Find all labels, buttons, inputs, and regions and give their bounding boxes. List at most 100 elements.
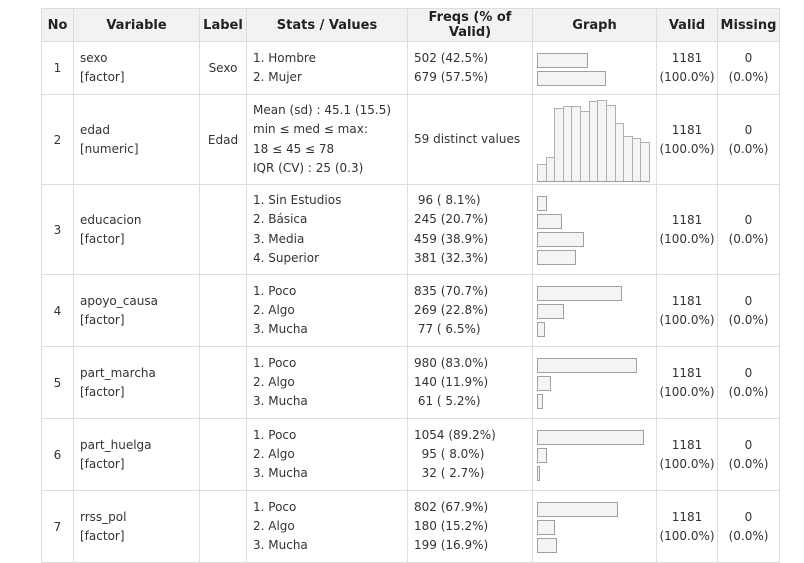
header-label: Label (199, 8, 247, 42)
stats-line: 1. Hombre (253, 50, 316, 65)
freq-bar (537, 196, 547, 211)
table-row: 1 sexo [factor] Sexo 1. Hombre 2. Mujer 502 (4… (41, 41, 780, 95)
freq-bar (537, 538, 557, 553)
variable-cell: sexo [factor] (73, 41, 200, 95)
freq-line: 95 ( 8.0%) (414, 446, 485, 461)
graph-cell (532, 41, 657, 95)
freq-line: 269 (22.8%) (414, 302, 489, 317)
stats-cell: 1. Poco 2. Algo 3. Mucha (246, 274, 408, 347)
freq-line: 180 (15.2%) (414, 518, 489, 533)
variable-name: educacion (80, 212, 142, 227)
freqs-cell: 96 ( 8.1%) 245 (20.7%) 459 (38.9%) 381 (32.… (407, 184, 533, 275)
stats-line: 3. Mucha (253, 394, 308, 409)
header-freqs: Freqs (% of Valid) (407, 8, 533, 42)
stats-line: 2. Algo (253, 374, 295, 389)
stats-line: 1. Poco (253, 283, 297, 298)
variable-cell: rrss_pol [factor] (73, 490, 200, 563)
freq-bar (537, 358, 637, 373)
label-cell (199, 418, 247, 491)
row-number: 6 (41, 418, 74, 491)
missing-count: 0 (744, 509, 753, 524)
valid-cell: 1181 (100.0%) (656, 41, 718, 95)
freq-bar (537, 304, 564, 319)
variable-type: [factor] (80, 312, 125, 327)
missing-percent: (0.0%) (728, 231, 769, 246)
stats-line: min ≤ med ≤ max: (253, 122, 368, 137)
bar-group (537, 196, 656, 265)
freq-bar (537, 376, 551, 391)
header-graph: Graph (532, 8, 657, 42)
freq-bar (537, 250, 576, 265)
header-valid: Valid (656, 8, 718, 42)
stats-line: 1. Sin Estudios (253, 193, 342, 208)
missing-cell: 0 (0.0%) (717, 94, 780, 185)
stats-line: 2. Algo (253, 446, 295, 461)
missing-count: 0 (744, 365, 753, 380)
valid-percent: (100.0%) (659, 141, 715, 156)
label-cell: Sexo (199, 41, 247, 95)
freqs-cell: 59 distinct values (407, 94, 533, 185)
bar-group (537, 286, 656, 337)
variable-type: [numeric] (80, 141, 139, 156)
table-row: 4 apoyo_causa [factor] 1. Poco 2. Algo 3. Muc… (41, 274, 780, 347)
valid-count: 1181 (671, 212, 703, 227)
variable-name: part_marcha (80, 365, 156, 380)
label-cell (199, 346, 247, 419)
bar-group (537, 358, 656, 409)
stats-cell: Mean (sd) : 45.1 (15.5) min ≤ med ≤ max: 1… (246, 94, 408, 185)
valid-cell: 1181 (100.0%) (656, 274, 718, 347)
missing-cell: 0 (0.0%) (717, 184, 780, 275)
freq-bar (537, 286, 622, 301)
valid-percent: (100.0%) (659, 312, 715, 327)
stats-cell: 1. Poco 2. Algo 3. Mucha (246, 418, 408, 491)
stats-line: 1. Poco (253, 427, 297, 442)
freq-bar (537, 232, 584, 247)
stats-line: 2. Básica (253, 212, 308, 227)
missing-cell: 0 (0.0%) (717, 346, 780, 419)
freq-line: 245 (20.7%) (414, 212, 489, 227)
valid-cell: 1181 (100.0%) (656, 346, 718, 419)
missing-count: 0 (744, 293, 753, 308)
valid-cell: 1181 (100.0%) (656, 490, 718, 563)
valid-percent: (100.0%) (659, 384, 715, 399)
freq-line: 802 (67.9%) (414, 499, 489, 514)
row-number: 5 (41, 346, 74, 419)
variable-type: [factor] (80, 456, 125, 471)
freq-line: 61 ( 5.2%) (414, 394, 481, 409)
valid-percent: (100.0%) (659, 456, 715, 471)
freqs-cell: 835 (70.7%) 269 (22.8%) 77 ( 6.5%) (407, 274, 533, 347)
histogram (537, 98, 650, 182)
freq-line: 980 (83.0%) (414, 355, 489, 370)
table-row: 3 educacion [factor] 1. Sin Estudios 2. Bási… (41, 184, 780, 275)
variable-cell: edad [numeric] (73, 94, 200, 185)
missing-cell: 0 (0.0%) (717, 41, 780, 95)
stats-line: 2. Algo (253, 518, 295, 533)
valid-count: 1181 (671, 365, 703, 380)
missing-count: 0 (744, 212, 753, 227)
table-row: 7 rrss_pol [factor] 1. Poco 2. Algo 3. Mucha 8… (41, 490, 780, 563)
missing-percent: (0.0%) (728, 70, 769, 84)
valid-count: 1181 (671, 437, 703, 452)
stats-line: Mean (sd) : 45.1 (15.5) (253, 103, 392, 118)
valid-percent: (100.0%) (659, 231, 715, 246)
graph-cell (532, 94, 657, 185)
header-stats: Stats / Values (246, 8, 408, 42)
row-number: 4 (41, 274, 74, 347)
variable-type: [factor] (80, 231, 125, 246)
missing-percent: (0.0%) (728, 312, 769, 327)
missing-count: 0 (744, 122, 753, 137)
variable-name: edad (80, 122, 110, 137)
missing-count: 0 (744, 51, 753, 65)
missing-cell: 0 (0.0%) (717, 490, 780, 563)
stats-line: 2. Mujer (253, 70, 302, 84)
freq-bar (537, 394, 543, 409)
stats-line: IQR (CV) : 25 (0.3) (253, 160, 364, 175)
freq-line: 1054 (89.2%) (414, 427, 496, 442)
graph-cell (532, 274, 657, 347)
label-cell: Edad (199, 94, 247, 185)
header-no: No (41, 8, 74, 42)
stats-cell: 1. Poco 2. Algo 3. Mucha (246, 490, 408, 563)
stats-cell: 1. Poco 2. Algo 3. Mucha (246, 346, 408, 419)
freq-bar (537, 52, 588, 68)
graph-cell (532, 346, 657, 419)
